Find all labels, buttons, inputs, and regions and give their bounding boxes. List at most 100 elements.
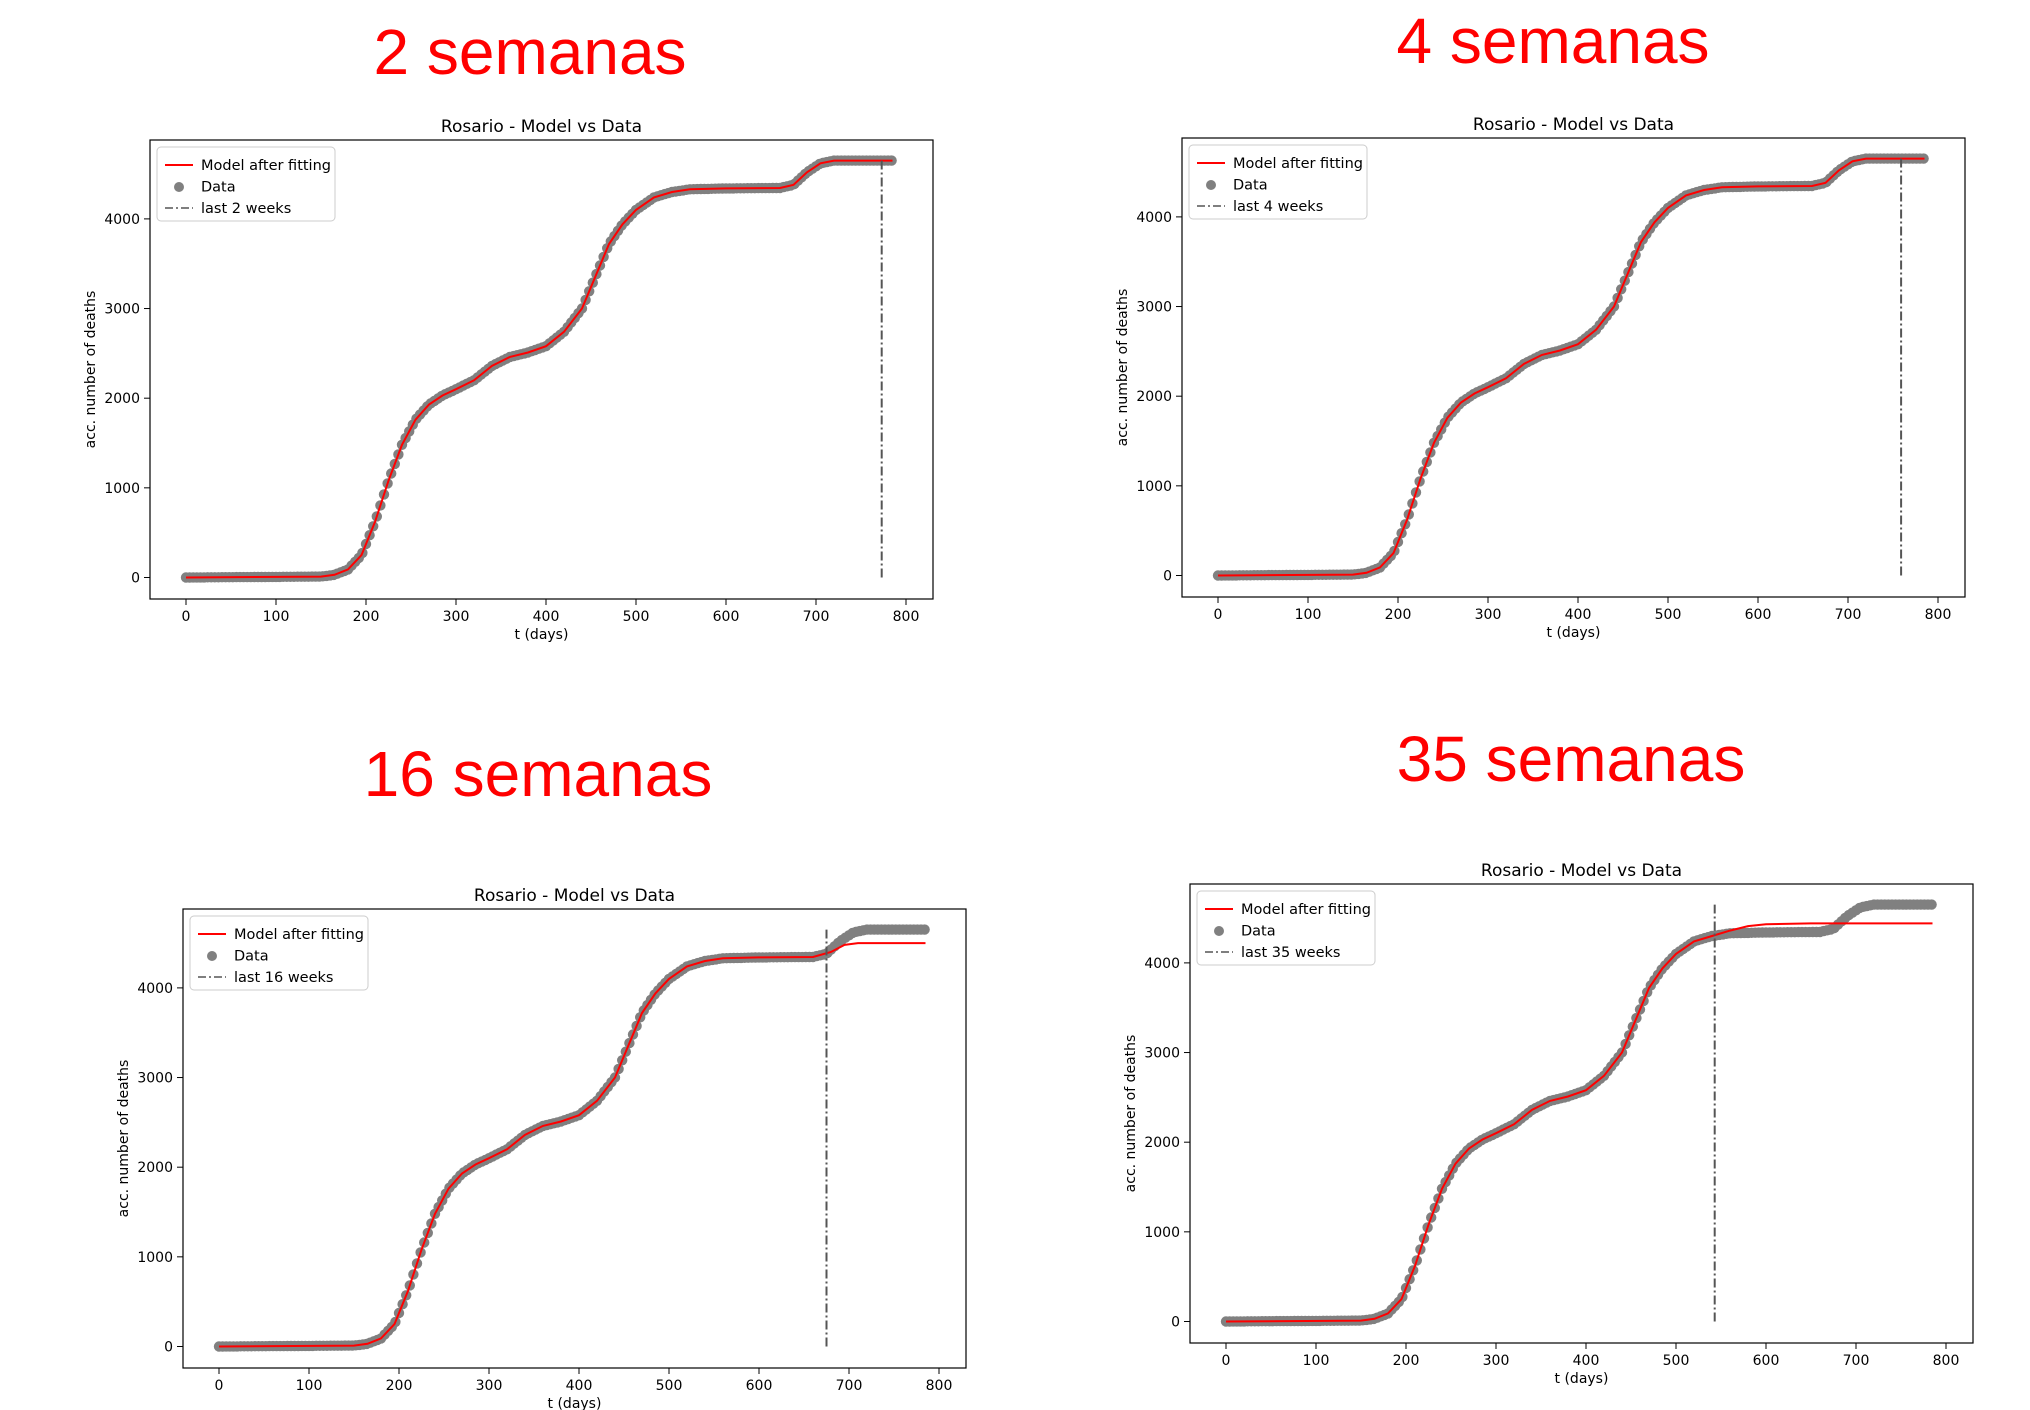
y-tick-label: 3000: [1144, 1046, 1180, 1062]
x-tick-label: 700: [1835, 607, 1862, 623]
x-tick-label: 800: [926, 1378, 953, 1394]
x-tick-label: 700: [836, 1378, 863, 1394]
x-tick-label: 800: [893, 609, 920, 625]
x-tick-label: 300: [1483, 1353, 1510, 1369]
legend-box: [1196, 890, 1376, 966]
chart-16-weeks: Rosario - Model vs Data 0 100 200 300 400 500 6…: [116, 886, 967, 1410]
y-tick-label: 2000: [1144, 1135, 1180, 1151]
x-axis-label: t (days): [1547, 625, 1601, 641]
y-tick-label: 1000: [137, 1250, 173, 1266]
legend-box: [189, 915, 369, 991]
x-tick-label: 500: [656, 1378, 683, 1394]
x-tick-label: 100: [1295, 607, 1322, 623]
x-tick-label: 800: [1933, 1353, 1960, 1369]
y-tick-label: 1000: [104, 481, 140, 497]
panel-heading-35-weeks: 35 semanas: [1396, 723, 1746, 795]
x-tick-label: 300: [476, 1378, 503, 1394]
x-tick-label: 500: [1663, 1353, 1690, 1369]
legend: Model after fitting Data last 16 weeks: [189, 915, 369, 991]
legend-box: [1188, 144, 1368, 220]
legend-label: last 35 weeks: [1241, 945, 1340, 961]
legend-label: Model after fitting: [1241, 902, 1371, 918]
legend: Model after fitting Data last 35 weeks: [1196, 890, 1376, 966]
x-tick-label: 200: [1385, 607, 1412, 623]
y-tick-label: 4000: [137, 981, 173, 997]
x-tick-label: 300: [443, 609, 470, 625]
y-axis-label: acc. number of deaths: [116, 1060, 132, 1218]
x-tick-label: 200: [1393, 1353, 1420, 1369]
data-point: [919, 924, 930, 935]
chart-title: Rosario - Model vs Data: [441, 117, 642, 137]
legend-label: Model after fitting: [1233, 156, 1363, 172]
x-tick-label: 600: [746, 1378, 773, 1394]
legend-box: [156, 146, 336, 222]
y-tick-label: 3000: [137, 1071, 173, 1087]
y-tick-label: 1000: [1136, 479, 1172, 495]
legend-label: Model after fitting: [201, 158, 331, 174]
chart-2-weeks: Rosario - Model vs Data 0 100 200 300 400 500 6…: [83, 117, 934, 643]
chart-4-weeks: Rosario - Model vs Data 0 100 200 300 400 500 6…: [1115, 115, 1966, 641]
panel-heading-16-weeks: 16 semanas: [363, 738, 713, 810]
chart-35-weeks: Rosario - Model vs Data 0 100 200 300 400 500 6…: [1123, 861, 1974, 1387]
x-tick-label: 700: [1843, 1353, 1870, 1369]
plot-frame: [1189, 883, 1974, 1344]
model-line: [218, 942, 926, 1348]
legend-data-swatch: [1214, 926, 1224, 936]
x-tick-label: 400: [566, 1378, 593, 1394]
y-tick-label: 2000: [104, 391, 140, 407]
chart-title: Rosario - Model vs Data: [474, 886, 675, 906]
model-line: [1217, 157, 1925, 577]
legend: Model after fitting Data last 4 weeks: [1188, 144, 1368, 220]
y-axis-label: acc. number of deaths: [1123, 1035, 1139, 1193]
x-tick-label: 300: [1475, 607, 1502, 623]
x-tick-label: 500: [1655, 607, 1682, 623]
y-axis-label: acc. number of deaths: [1115, 289, 1131, 447]
y-tick-label: 0: [164, 1339, 173, 1355]
legend-label: Data: [201, 180, 236, 196]
legend-label: last 16 weeks: [234, 970, 333, 986]
x-tick-label: 200: [386, 1378, 413, 1394]
legend-data-swatch: [174, 182, 184, 192]
y-tick-label: 4000: [1144, 956, 1180, 972]
legend: Model after fitting Data last 2 weeks: [156, 146, 336, 222]
data-point: [1926, 899, 1937, 910]
x-tick-label: 0: [1214, 607, 1223, 623]
y-tick-label: 0: [1171, 1314, 1180, 1330]
plot-frame: [149, 139, 934, 600]
x-tick-label: 600: [1745, 607, 1772, 623]
x-axis-label: t (days): [515, 627, 569, 643]
chart-title: Rosario - Model vs Data: [1481, 861, 1682, 881]
x-tick-label: 0: [1222, 1353, 1231, 1369]
x-tick-label: 400: [533, 609, 560, 625]
legend-data-swatch: [1206, 180, 1216, 190]
legend-data-swatch: [207, 951, 217, 961]
x-tick-label: 100: [1303, 1353, 1330, 1369]
x-tick-label: 200: [353, 609, 380, 625]
panel-heading-2-weeks: 2 semanas: [373, 16, 687, 88]
y-tick-label: 4000: [104, 212, 140, 228]
legend-label: Data: [1233, 178, 1268, 194]
y-tick-label: 1000: [1144, 1225, 1180, 1241]
y-tick-label: 3000: [1136, 300, 1172, 316]
model-line: [185, 159, 893, 579]
x-tick-label: 100: [263, 609, 290, 625]
plot-frame: [1181, 137, 1966, 598]
x-tick-label: 700: [803, 609, 830, 625]
y-tick-label: 3000: [104, 302, 140, 318]
model-line: [1225, 922, 1933, 1323]
legend-label: Data: [234, 949, 269, 965]
legend-label: Model after fitting: [234, 927, 364, 943]
x-axis-label: t (days): [1555, 1371, 1609, 1387]
y-tick-label: 4000: [1136, 210, 1172, 226]
x-tick-label: 500: [623, 609, 650, 625]
y-tick-label: 0: [131, 570, 140, 586]
x-tick-label: 600: [1753, 1353, 1780, 1369]
panel-heading-4-weeks: 4 semanas: [1396, 5, 1710, 77]
x-tick-label: 0: [182, 609, 191, 625]
plot-frame: [182, 908, 967, 1369]
x-tick-label: 600: [713, 609, 740, 625]
x-tick-label: 400: [1573, 1353, 1600, 1369]
chart-title: Rosario - Model vs Data: [1473, 115, 1674, 135]
x-tick-label: 0: [215, 1378, 224, 1394]
x-tick-label: 400: [1565, 607, 1592, 623]
